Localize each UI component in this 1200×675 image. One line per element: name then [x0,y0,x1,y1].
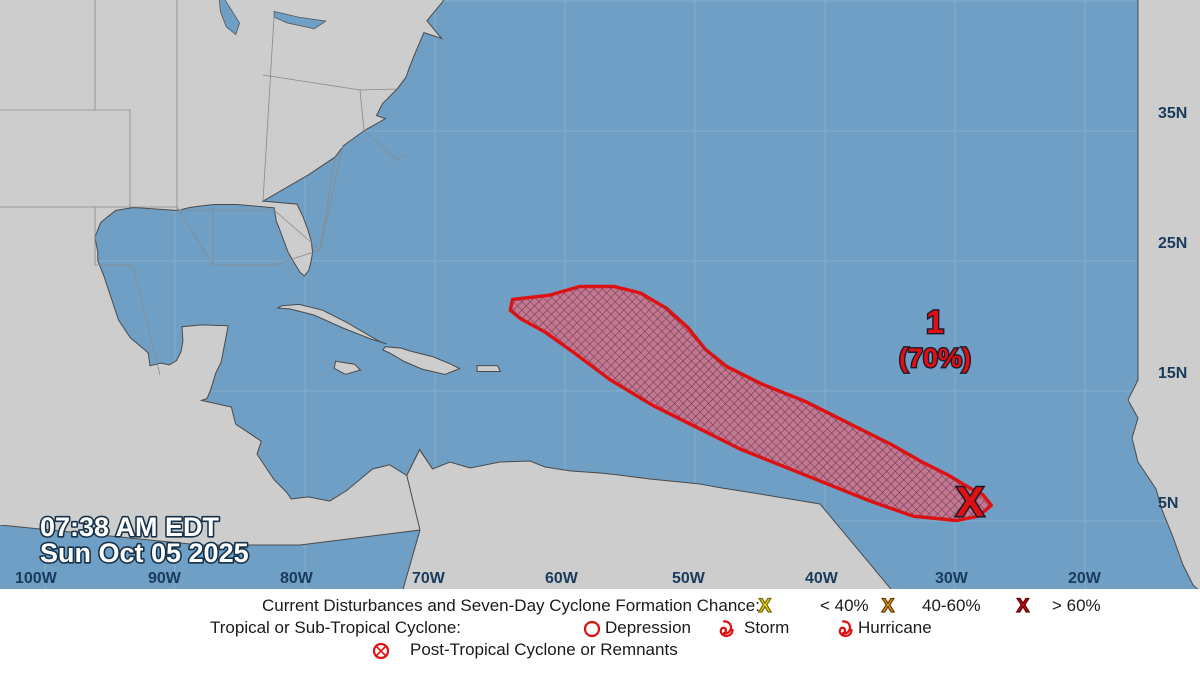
svg-text:X: X [882,596,895,617]
svg-text:70W: 70W [412,570,446,587]
svg-text:90W: 90W [148,570,182,587]
svg-text:X: X [759,596,772,617]
svg-text:Post-Tropical Cyclone or Remna: Post-Tropical Cyclone or Remnants [410,640,678,659]
svg-text:25N: 25N [1158,235,1187,252]
svg-text:60W: 60W [545,570,579,587]
svg-text:20W: 20W [1068,570,1102,587]
svg-text:30W: 30W [935,570,969,587]
svg-text:5N: 5N [1158,495,1178,512]
svg-text:Hurricane: Hurricane [858,618,932,637]
svg-text:X: X [956,478,984,525]
svg-text:Tropical or Sub-Tropical Cyclo: Tropical or Sub-Tropical Cyclone: [210,618,461,637]
svg-text:X: X [1017,596,1030,617]
svg-text:Depression: Depression [605,618,691,637]
svg-text:Storm: Storm [744,618,789,637]
svg-text:> 60%: > 60% [1052,596,1101,615]
svg-text:50W: 50W [672,570,706,587]
svg-text:80W: 80W [280,570,314,587]
svg-text:< 40%: < 40% [820,596,869,615]
svg-text:1: 1 [926,304,944,340]
svg-text:(70%): (70%) [899,343,971,373]
svg-text:40W: 40W [805,570,839,587]
svg-text:15N: 15N [1158,365,1187,382]
svg-text:100W: 100W [15,570,58,587]
svg-text:Current Disturbances and Seven: Current Disturbances and Seven-Day Cyclo… [262,596,760,615]
svg-text:40-60%: 40-60% [922,596,981,615]
svg-text:35N: 35N [1158,105,1187,122]
svg-text:Sun Oct 05 2025: Sun Oct 05 2025 [40,538,249,568]
